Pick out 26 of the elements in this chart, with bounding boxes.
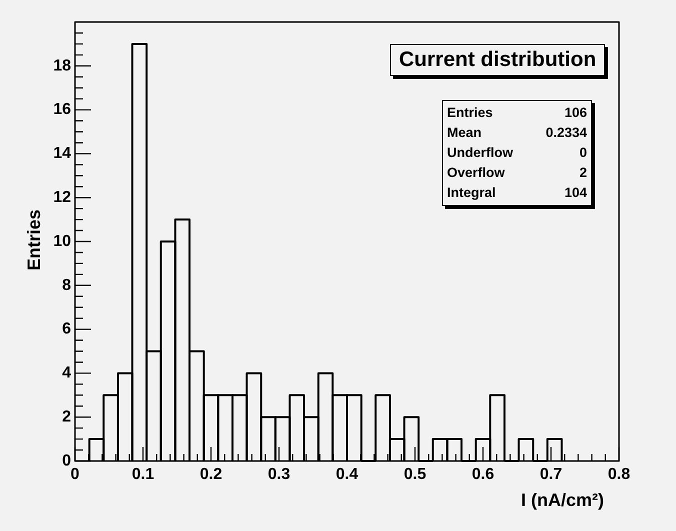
x-tick-label: 0.8 — [608, 466, 630, 484]
text: Integral 104 — [447, 185, 587, 200]
x-tick-label: 0.2 — [200, 466, 222, 484]
x-tick-label: 0.4 — [336, 466, 358, 484]
y-tick-label: 14 — [53, 145, 72, 162]
text: Current distribution — [390, 44, 606, 76]
y-tick-label: 6 — [62, 320, 72, 338]
x-tick-label: 0.6 — [472, 466, 494, 484]
y-tick-label: 4 — [62, 364, 72, 382]
y-tick-label: 18 — [53, 57, 72, 74]
x-tick-label: 0.5 — [404, 466, 426, 484]
y-tick-label: 2 — [62, 408, 72, 426]
y-tick-label: 0 — [62, 452, 72, 470]
y-tick-label: 8 — [62, 276, 72, 294]
y-tick-label: 10 — [53, 232, 72, 250]
y-axis-title: Entries — [24, 209, 44, 271]
x-axis-title: I (nA/cm²) — [521, 490, 604, 510]
x-tick-label: 0.7 — [540, 466, 562, 484]
text: Mean 0.2334 — [447, 125, 587, 140]
x-tick-label: 0.3 — [268, 466, 290, 484]
y-tick-label: 12 — [53, 189, 72, 206]
text: Underflow 0 — [447, 145, 587, 160]
text: Overflow 2 — [447, 165, 587, 180]
text: Entries 106 — [447, 105, 587, 120]
x-tick-label: 0.1 — [132, 466, 154, 484]
y-tick-label: 16 — [53, 101, 72, 118]
